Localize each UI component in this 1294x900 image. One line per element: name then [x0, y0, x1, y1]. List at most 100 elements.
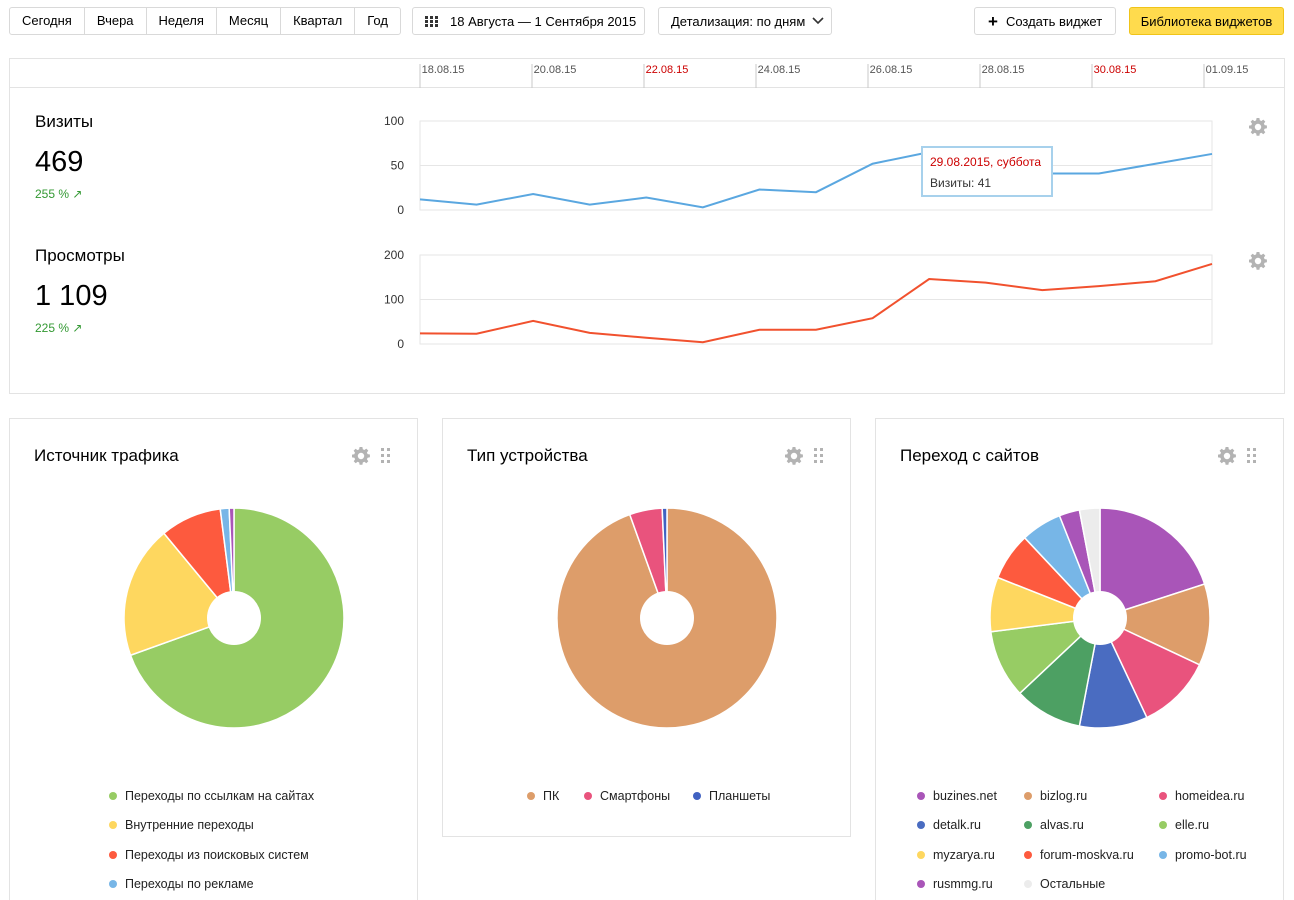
timeline-date-label: 22.08.15 — [646, 64, 689, 76]
legend-item[interactable]: buzines.net — [917, 789, 997, 803]
legend-label: Переходы по ссылкам на сайтах — [125, 789, 315, 803]
legend-dot-icon — [693, 792, 701, 800]
legend-label: elle.ru — [1175, 818, 1210, 833]
widget-device-type: Тип устройства ПК Смартфоны Планшеты — [442, 418, 851, 837]
legend-item[interactable]: Переходы по рекламе — [109, 877, 254, 891]
timeline-date-label: 30.08.15 — [1094, 64, 1137, 76]
pie-slice[interactable] — [1078, 507, 1101, 619]
legend-label: detalk.ru — [933, 818, 981, 833]
widget-referral-sites: Переход с сайтов buzines.net bizlog.ru hom… — [875, 418, 1284, 900]
pie-slice[interactable] — [661, 507, 668, 619]
widget-settings-gear-icon[interactable] — [784, 446, 804, 466]
period-yesterday-button[interactable]: Вчера — [85, 8, 147, 34]
legend-dot-icon — [917, 879, 925, 888]
line-charts: 0 50 100 0 100 200 — [384, 114, 1213, 351]
legend-dot-icon — [109, 792, 117, 800]
detail-select[interactable]: Детализация: по дням — [658, 7, 832, 35]
plus-icon: + — [988, 11, 998, 31]
timeline-svg: 18.08.15 20.08.15 22.08.15 24.08.15 26.08.15… — [419, 64, 1249, 88]
legend-item[interactable]: detalk.ru — [917, 818, 981, 832]
legend-item[interactable]: Внутренние переходы — [109, 818, 254, 832]
drag-handle-icon[interactable] — [1247, 448, 1257, 464]
y-tick-label: 200 — [384, 248, 404, 262]
legend-label: rusmmg.ru — [933, 876, 993, 891]
legend-dot-icon — [1159, 850, 1167, 859]
legend-item[interactable]: ПК — [527, 789, 559, 803]
y-tick-label: 50 — [391, 159, 405, 173]
period-quarter-button[interactable]: Квартал — [281, 8, 356, 34]
timeline-date-label: 01.09.15 — [1206, 64, 1249, 76]
widget-settings-gear-icon[interactable] — [351, 446, 371, 466]
drag-handle-icon[interactable] — [381, 448, 391, 464]
pie-slice[interactable] — [123, 532, 236, 657]
legend-item[interactable]: rusmmg.ru — [917, 877, 993, 891]
visits-value: 469 — [35, 146, 84, 178]
legend-label: Переходы из поисковых систем — [125, 847, 309, 862]
pie-slice[interactable] — [1099, 507, 1206, 620]
drag-handle-icon[interactable] — [814, 448, 824, 464]
period-year-button[interactable]: Год — [367, 13, 388, 28]
pie-slice[interactable] — [1097, 583, 1211, 666]
widget-traffic-source: Источник трафика Переходы по ссылкам на … — [9, 418, 418, 900]
legend-item[interactable]: homeidea.ru — [1159, 789, 1245, 803]
legend-dot-icon — [109, 879, 117, 888]
legend-item[interactable]: Переходы из поисковых систем — [109, 848, 309, 862]
pie-hole — [640, 591, 694, 645]
views-title: Просмотры — [35, 246, 125, 265]
legend-label: Планшеты — [709, 789, 771, 803]
create-widget-button[interactable]: + Создать виджет — [974, 7, 1116, 35]
legend-dot-icon — [584, 792, 592, 800]
legend-item[interactable]: myzarya.ru — [917, 848, 995, 862]
views-settings-gear-icon[interactable] — [1248, 251, 1268, 271]
chevron-down-icon — [812, 17, 824, 25]
period-month-button[interactable]: Месяц — [217, 8, 282, 34]
legend-label: Переходы по рекламе — [125, 876, 254, 891]
legend-label: Внутренние переходы — [125, 818, 254, 833]
legend-dot-icon — [1159, 821, 1167, 830]
legend-dot-icon — [1024, 879, 1032, 888]
legend-label: buzines.net — [933, 789, 997, 803]
visits-settings-gear-icon[interactable] — [1248, 117, 1268, 137]
pie-slice[interactable] — [1098, 616, 1201, 719]
widget-library-button[interactable]: Библиотека виджетов — [1129, 7, 1284, 35]
widget-title: Переход с сайтов — [900, 446, 1039, 465]
create-widget-label: Создать виджет — [1005, 13, 1103, 29]
legend-dot-icon — [109, 821, 117, 830]
traffic-source-pie — [123, 507, 345, 729]
legend-item[interactable]: Остальные — [1024, 877, 1105, 891]
metrics-panel: 18.08.15 20.08.15 22.08.15 24.08.15 26.08.15… — [9, 58, 1285, 394]
legend-item[interactable]: Смартфоны — [584, 789, 670, 803]
period-today-button[interactable]: Сегодня — [10, 8, 85, 34]
timeline-date-label: 18.08.15 — [422, 64, 465, 76]
tooltip-date: 29.08.2015, суббота — [930, 155, 1042, 169]
period-week-button[interactable]: Неделя — [147, 8, 217, 34]
date-range-button[interactable]: 18 Августа — 1 Сентября 2015 — [412, 7, 645, 35]
legend-item[interactable]: alvas.ru — [1024, 818, 1084, 832]
legend-dot-icon — [917, 792, 925, 800]
period-selector: Сегодня Вчера Неделя Месяц Квартал Год — [9, 7, 401, 35]
widget-settings-gear-icon[interactable] — [1217, 446, 1237, 466]
series-line — [419, 262, 1213, 344]
widget-title: Тип устройства — [467, 446, 588, 465]
legend-label: bizlog.ru — [1040, 789, 1088, 803]
series-line — [419, 151, 1213, 209]
detail-label: Детализация: по дням — [671, 13, 806, 29]
widget-title: Источник трафика — [34, 446, 179, 465]
legend-label: homeidea.ru — [1175, 789, 1245, 803]
legend-label: Остальные — [1040, 876, 1106, 891]
legend-item[interactable]: Переходы по ссылкам на сайтах — [109, 789, 314, 803]
legend-item[interactable]: bizlog.ru — [1024, 789, 1087, 803]
legend-item[interactable]: Планшеты — [693, 789, 770, 803]
legend-item[interactable]: promo-bot.ru — [1159, 848, 1247, 862]
timeline-date-label: 26.08.15 — [870, 64, 913, 76]
legend-label: forum-moskva.ru — [1040, 847, 1134, 862]
views-delta: 225 % ↗ — [35, 321, 83, 335]
pie-slice[interactable] — [228, 507, 235, 619]
legend-item[interactable]: elle.ru — [1159, 818, 1209, 832]
legend-dot-icon — [1159, 792, 1167, 800]
legend-dot-icon — [109, 850, 117, 859]
legend-label: ПК — [543, 789, 560, 803]
tooltip-value: Визиты: 41 — [930, 176, 992, 190]
legend-item[interactable]: forum-moskva.ru — [1024, 848, 1134, 862]
legend-dot-icon — [917, 821, 925, 830]
